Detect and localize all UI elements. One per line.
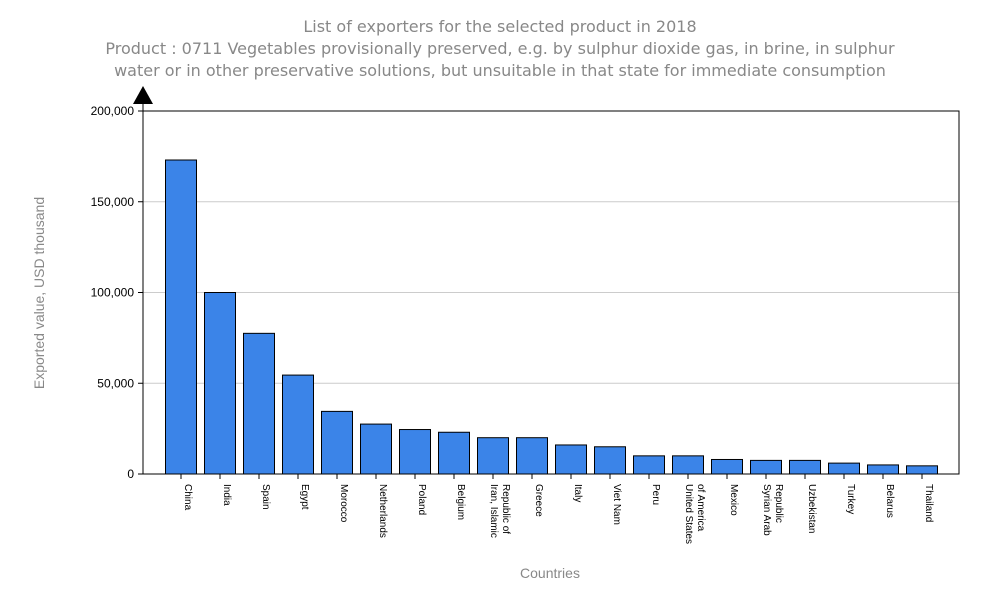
x-tick-label: Greece <box>533 484 544 517</box>
x-tick-label: Spain <box>260 484 271 510</box>
bar <box>477 437 509 475</box>
x-tick-label: of America <box>695 484 706 532</box>
bar <box>243 332 275 475</box>
bar <box>711 458 743 475</box>
y-tick-label: 150,000 <box>91 195 135 209</box>
y-tick-label: 200,000 <box>91 104 135 118</box>
x-tick-label: India <box>221 484 232 506</box>
bar <box>633 455 665 475</box>
y-axis-title: Exported value, USD thousand <box>31 197 47 389</box>
bar <box>321 410 353 475</box>
y-axis-ticks: 0 50,000 100,000 150,000 200,000 <box>91 104 143 481</box>
y-axis-arrow-icon <box>133 86 153 104</box>
bar <box>594 446 626 475</box>
bar <box>828 462 860 475</box>
bar <box>867 464 899 475</box>
x-tick-label: Thailand <box>923 484 934 522</box>
x-tick-label: Turkey <box>845 484 856 514</box>
x-tick-label: Morocco <box>338 484 349 523</box>
x-tick-label: Italy <box>572 484 583 502</box>
x-axis-title: Countries <box>520 565 580 581</box>
y-tick-label: 0 <box>127 467 134 481</box>
bar <box>906 465 938 475</box>
bar <box>516 437 548 475</box>
x-tick-label: Republic of <box>500 484 511 534</box>
bars <box>165 159 938 475</box>
bar <box>789 459 821 475</box>
chart-title-block: List of exporters for the selected produ… <box>0 16 1000 82</box>
x-tick-label: Netherlands <box>377 484 388 538</box>
x-tick-label: China <box>182 484 193 511</box>
x-tick-label: Uzbekistan <box>806 484 817 533</box>
x-tick-label: Belarus <box>884 484 895 518</box>
bar <box>672 455 704 475</box>
x-tick-label: Egypt <box>299 484 310 510</box>
bar <box>555 444 587 475</box>
x-tick-label: Syrian Arab <box>761 484 772 536</box>
x-tick-label: Mexico <box>728 484 739 516</box>
bar <box>360 423 392 475</box>
y-tick-label: 50,000 <box>97 376 134 390</box>
x-tick-label: Belgium <box>455 484 466 520</box>
x-tick-label: Iran, Islamic <box>488 484 499 538</box>
x-tick-label: United States <box>683 484 694 544</box>
gridlines <box>143 201 959 384</box>
x-tick-label: Peru <box>650 484 661 505</box>
bar <box>399 429 431 475</box>
chart-title: List of exporters for the selected produ… <box>303 17 697 36</box>
x-tick-label: Republic <box>773 484 784 523</box>
x-axis-labels: China India Spain Egypt Morocco Netherlands Po… <box>180 474 934 544</box>
x-tick-label: Viet Nam <box>611 484 622 525</box>
chart-subtitle-line-1: Product : 0711 Vegetables provisionally … <box>105 39 895 58</box>
chart-subtitle-line-2: water or in other preservative solutions… <box>114 61 886 80</box>
bar <box>282 374 314 475</box>
bar <box>165 159 197 475</box>
x-tick-label: Poland <box>416 484 427 515</box>
bar <box>438 431 470 475</box>
y-tick-label: 100,000 <box>91 286 135 300</box>
bar <box>204 292 236 475</box>
bar <box>750 459 782 475</box>
